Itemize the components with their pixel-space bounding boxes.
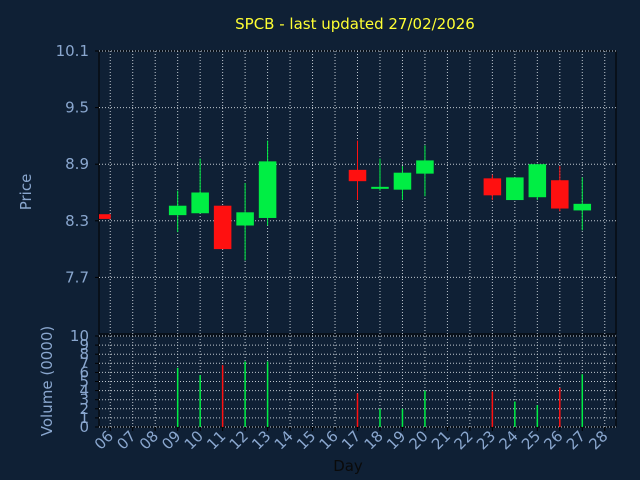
volume-bar-23 [491, 391, 494, 427]
candle-body-23 [483, 178, 502, 196]
volume-bar-09 [176, 367, 179, 427]
volume-bar-27 [581, 374, 584, 427]
price-tick-label: 8.9 [65, 155, 89, 173]
volume-bar-19 [401, 408, 404, 427]
volume-bar-20 [424, 390, 426, 427]
candle-body-13 [258, 161, 277, 218]
volume-bar-18 [379, 408, 381, 427]
candle-body-19 [393, 172, 412, 190]
volume-tick-label: 8 [79, 345, 89, 363]
volume-bar-10 [199, 375, 201, 427]
volume-bar-11 [221, 365, 224, 427]
volume-panel: 0123456789100607080910111213141516171819… [70, 327, 617, 453]
volume-tick-label: 0 [79, 418, 89, 436]
price-tick-label: 8.3 [65, 212, 89, 230]
price-axis-label: Price [17, 174, 35, 211]
candle-body-20 [416, 160, 434, 174]
candle-body-06 [99, 214, 111, 219]
volume-tick-label: 2 [79, 400, 89, 418]
volume-tick-label: 9 [79, 336, 89, 354]
volume-bar-25 [536, 405, 539, 427]
candle-body-18 [371, 186, 389, 189]
x-tick-label: 28 [585, 427, 611, 453]
volume-tick-label: 10 [70, 327, 89, 345]
candle-body-12 [236, 212, 254, 226]
volume-tick-label: 6 [79, 363, 89, 381]
candle-body-24 [506, 177, 524, 201]
volume-tick-label: 1 [79, 409, 89, 427]
volume-tick-label: 5 [79, 373, 89, 391]
volume-bar-17 [356, 393, 359, 427]
volume-bar-26 [559, 387, 561, 427]
volume-tick-label: 7 [79, 354, 89, 372]
volume-axis-label: Volume (0000) [38, 326, 56, 436]
candle-body-25 [528, 164, 547, 198]
volume-bar-13 [266, 361, 269, 427]
volume-bar-12 [244, 361, 246, 427]
candle-body-09 [168, 205, 187, 216]
volume-tick-label: 3 [79, 391, 89, 409]
candle-body-11 [213, 205, 232, 250]
price-tick-label: 9.5 [65, 99, 89, 117]
volume-tick-label: 4 [79, 382, 89, 400]
chart-title: SPCB - last updated 27/02/2026 [235, 15, 475, 33]
volume-x-axis-label: Day [333, 457, 363, 475]
candle-body-10 [191, 192, 209, 214]
price-panel: 7.7 8.3 8.9 9.5 10.1 [56, 42, 617, 335]
price-tick-label: 10.1 [56, 42, 89, 60]
volume-bar-24 [514, 401, 516, 427]
candle-body-26 [551, 180, 569, 209]
candle-body-17 [348, 169, 367, 182]
price-tick-label: 7.7 [65, 268, 89, 286]
candle-body-27 [573, 203, 592, 211]
